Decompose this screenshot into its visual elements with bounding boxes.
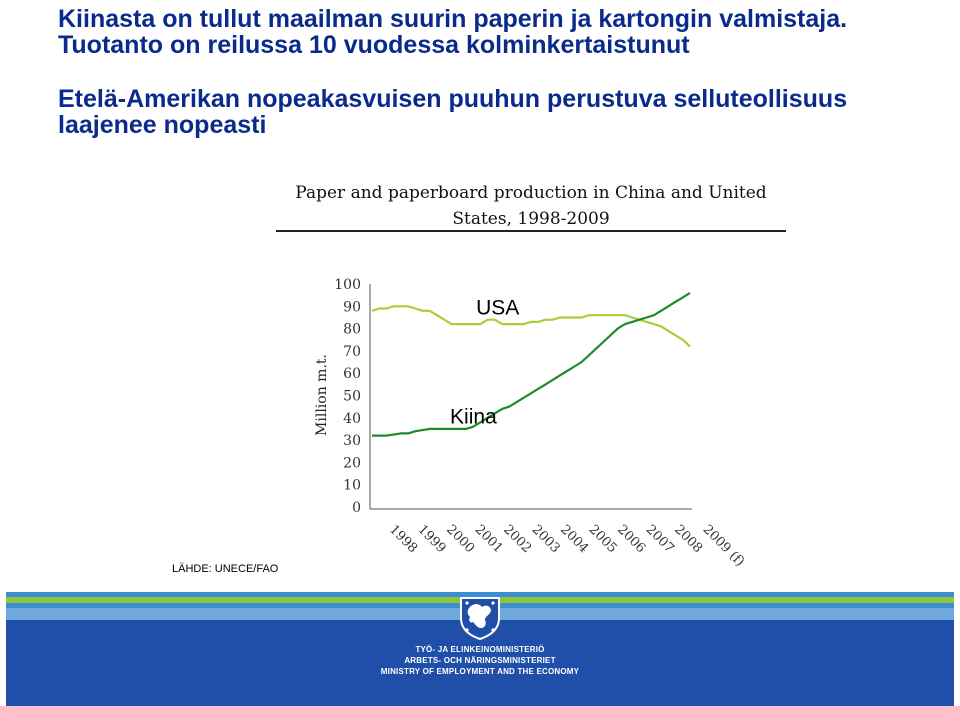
x-tick-label: 2007: [643, 522, 677, 556]
finnish-lion-crest-icon: [460, 597, 500, 640]
x-tick-label: 2004: [557, 522, 591, 556]
x-tick-label: 2002: [500, 522, 534, 556]
ministry-name-sv: ARBETS- OCH NÄRINGSMINISTERIET: [404, 656, 556, 665]
footer-stripe-blue: [6, 592, 954, 597]
chart-series: [371, 291, 691, 437]
x-tick-label: 2008: [671, 522, 705, 556]
y-axis-label: Million m.t.: [314, 354, 330, 436]
y-tick-label: 0: [352, 500, 361, 516]
chart-annotations: USA Kiina: [450, 296, 519, 428]
chart-title-line2: States, 1998-2009: [452, 209, 610, 229]
slide-heading-line2: Tuotanto on reilussa 10 vuodessa kolmink…: [58, 31, 690, 59]
x-tick-label: 2006: [614, 522, 648, 556]
x-tick-label: 2001: [472, 522, 506, 556]
slide-heading-line1: Kiinasta on tullut maailman suurin paper…: [58, 5, 848, 33]
slide-heading-line4: laajenee nopeasti: [58, 111, 267, 139]
y-tick-label: 20: [343, 455, 361, 471]
x-tick-label: 2005: [586, 522, 620, 556]
ministry-name-en: MINISTRY OF EMPLOYMENT AND THE ECONOMY: [380, 667, 580, 676]
y-tick-label: 80: [343, 322, 361, 338]
x-tick-label: 1999: [415, 522, 449, 556]
x-tick-label: 2000: [443, 522, 477, 556]
y-tick-label: 30: [343, 433, 361, 449]
y-tick-label: 50: [343, 389, 361, 405]
source-label: LÄHDE: UNECE/FAO: [172, 563, 279, 575]
chart-title-rule: [276, 230, 786, 232]
series-line-usa: [371, 305, 691, 348]
y-tick-label: 40: [343, 411, 361, 427]
y-tick-label: 100: [334, 277, 361, 293]
y-tick-label: 90: [343, 299, 361, 315]
y-tick-label: 10: [343, 478, 361, 494]
annotation-usa: USA: [476, 296, 519, 319]
annotation-kiina: Kiina: [450, 406, 497, 429]
y-tick-labels: 0 10 20 30 40 50 60 70 80 90 100: [334, 277, 361, 516]
y-tick-label: 70: [343, 344, 361, 360]
x-tick-labels: 1998199920002001200220032004200520062007…: [386, 522, 747, 569]
chart-title-line1: Paper and paperboard production in China…: [295, 183, 767, 203]
series-line-kiina: [372, 291, 691, 437]
x-tick-label: 2003: [529, 522, 563, 556]
x-tick-label: 1998: [386, 522, 420, 556]
ministry-name-fi: TYÖ- JA ELINKEINOMINISTERIÖ: [415, 645, 545, 654]
chart-axes: [369, 284, 692, 510]
y-tick-label: 60: [343, 366, 361, 382]
x-tick-label: 2009 (f): [700, 522, 747, 569]
slide-heading-line3: Etelä-Amerikan nopeakasvuisen puuhun per…: [58, 85, 848, 113]
